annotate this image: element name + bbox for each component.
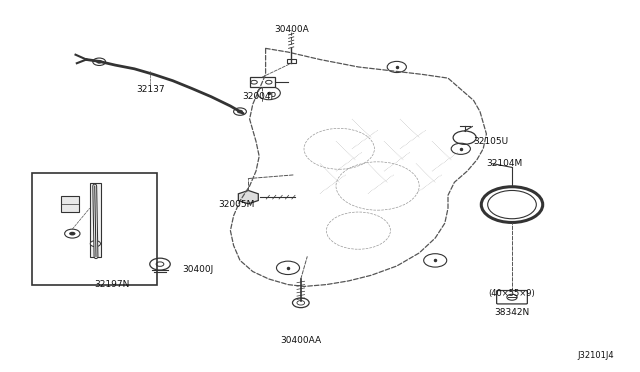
Bar	[250, 77, 275, 87]
Text: 32004P: 32004P	[243, 92, 276, 101]
Text: 30400J: 30400J	[183, 265, 214, 274]
Text: 30400AA: 30400AA	[280, 336, 321, 345]
Polygon shape	[238, 190, 259, 204]
Text: J32101J4: J32101J4	[578, 351, 614, 360]
Circle shape	[237, 110, 243, 113]
Bar	[61, 196, 79, 212]
Text: 32105U: 32105U	[474, 137, 509, 146]
Text: 32104M: 32104M	[486, 159, 523, 168]
Text: 30400A: 30400A	[274, 25, 308, 34]
FancyBboxPatch shape	[287, 59, 296, 63]
Text: 32137: 32137	[136, 85, 164, 94]
Text: 38342N: 38342N	[494, 308, 530, 317]
FancyBboxPatch shape	[497, 291, 527, 304]
Text: 32197N: 32197N	[94, 280, 130, 289]
Text: (40×55×9): (40×55×9)	[488, 289, 536, 298]
Circle shape	[90, 241, 100, 247]
Text: 32005M: 32005M	[219, 200, 255, 209]
Circle shape	[69, 232, 76, 235]
Bar	[90, 183, 101, 257]
Bar	[32, 173, 157, 285]
Circle shape	[97, 60, 102, 63]
